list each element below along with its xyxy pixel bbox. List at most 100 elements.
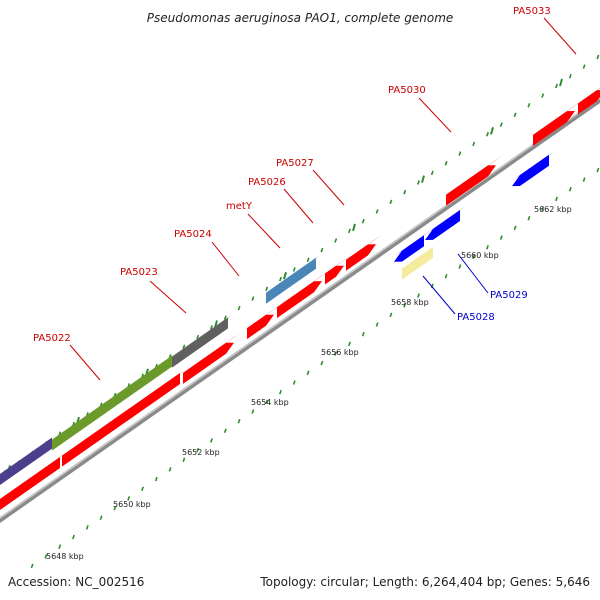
gene-labels: PA5022 PA5023 PA5024 metY PA5026 PA5027 … xyxy=(33,6,551,344)
gray-block xyxy=(172,313,234,368)
tick-mark xyxy=(486,131,489,137)
genome-info-text: Topology: circular; Length: 6,264,404 bp… xyxy=(259,575,590,589)
gene-bar-PA5024 xyxy=(247,305,280,340)
gene-label-PA5027[interactable]: PA5027 xyxy=(276,158,314,169)
gene-label-PA5024[interactable]: PA5024 xyxy=(174,229,212,240)
gene-label-PA5030[interactable]: PA5030 xyxy=(388,85,426,96)
gene-label-PA5028[interactable]: PA5028 xyxy=(457,312,495,323)
gene-bar-forward-face xyxy=(0,457,60,510)
leader-line xyxy=(211,241,240,277)
leader-line xyxy=(543,17,577,55)
tick-mark xyxy=(568,187,572,192)
gene-bar-metY-strand-face xyxy=(277,281,322,319)
tick-mark xyxy=(403,302,407,308)
tick-mark xyxy=(472,254,476,260)
tick-mark xyxy=(320,247,324,253)
gene-bar-metY-strand xyxy=(277,271,328,319)
tick-mark xyxy=(555,196,558,202)
leader-line xyxy=(312,169,345,206)
gene-label-metY[interactable]: metY xyxy=(226,201,253,212)
tick-mark xyxy=(237,305,241,311)
gene-bar-PA5023-face xyxy=(183,342,234,384)
gray-block-face xyxy=(172,317,228,368)
tick-mark xyxy=(210,438,213,443)
tick-mark xyxy=(168,467,172,472)
leader-line xyxy=(149,280,187,314)
major-tick-mark xyxy=(283,271,287,280)
tick-mark xyxy=(58,544,62,549)
tick-mark xyxy=(527,102,531,108)
gene-bar-PA5028-face xyxy=(402,246,433,280)
gene-label-PA5023[interactable]: PA5023 xyxy=(120,267,158,278)
tick-mark xyxy=(403,189,407,195)
green-block xyxy=(52,351,178,451)
gene-bar-PA5026 xyxy=(325,256,350,285)
tick-mark xyxy=(348,228,351,234)
tick-label: 5648 kbp xyxy=(46,552,84,561)
tick-mark xyxy=(334,238,338,243)
tick-mark xyxy=(375,209,379,214)
gene-label-PA5029[interactable]: PA5029 xyxy=(490,290,528,301)
gene-bar-PA5028-rev xyxy=(394,231,430,262)
tick-mark xyxy=(251,296,255,301)
tick-mark xyxy=(182,344,186,350)
label-leaders xyxy=(69,17,577,381)
tick-label: 5650 kbp xyxy=(113,500,151,509)
tick-mark xyxy=(555,83,558,89)
tick-mark xyxy=(72,534,75,540)
gene-bar-PA5029-face xyxy=(425,210,460,240)
tick-mark xyxy=(348,341,351,347)
major-tick-mark xyxy=(421,175,425,183)
accession-text: Accession: NC_002516 xyxy=(8,575,144,589)
tick-mark xyxy=(265,286,269,292)
tick-mark xyxy=(389,312,393,318)
tick-label: 5660 kbp xyxy=(461,251,499,260)
tick-mark xyxy=(361,218,365,224)
tick-mark xyxy=(127,496,131,501)
gene-bar-PA5029 xyxy=(425,206,466,240)
gene-features xyxy=(0,88,600,510)
tick-mark xyxy=(223,315,227,321)
tick-label: 5656 kbp xyxy=(321,348,359,357)
tick-mark xyxy=(513,112,517,118)
gene-bar-PA5033 xyxy=(578,88,600,115)
tick-mark xyxy=(361,331,365,337)
gene-bar-PA5031-face xyxy=(533,111,575,146)
tick-mark xyxy=(582,64,586,69)
gene-bar-forward xyxy=(0,453,66,510)
gene-bar-metY-face xyxy=(266,257,316,304)
green-block-face xyxy=(52,355,172,451)
tick-mark xyxy=(44,554,48,559)
tick-mark xyxy=(458,151,462,156)
tick-mark xyxy=(417,293,420,298)
tick-mark xyxy=(292,267,296,272)
major-tick-mark xyxy=(559,78,563,87)
tick-mark xyxy=(334,351,338,356)
gene-label-PA5033[interactable]: PA5033 xyxy=(513,6,551,17)
tick-mark xyxy=(265,399,269,405)
gene-bar-PA5022 xyxy=(62,369,186,467)
tick-mark xyxy=(472,141,476,147)
tick-label: 5652 kbp xyxy=(182,448,220,457)
tick-label: 5654 kbp xyxy=(251,398,289,407)
tick-mark xyxy=(499,235,503,240)
tick-mark xyxy=(541,93,545,98)
leader-line xyxy=(418,97,452,133)
leader-line xyxy=(247,213,281,249)
tick-mark xyxy=(582,177,586,182)
tick-mark xyxy=(30,563,34,569)
tick-mark xyxy=(85,525,89,530)
tick-mark xyxy=(375,322,379,327)
tick-mark xyxy=(210,325,213,330)
gene-bar-metY xyxy=(266,253,322,304)
tick-mark xyxy=(458,264,462,269)
tick-mark xyxy=(113,505,117,511)
tick-mark xyxy=(141,486,144,492)
tick-mark xyxy=(444,160,448,166)
tick-mark xyxy=(154,476,158,482)
tick-labels: 5648 kbp 5650 kbp 5652 kbp 5654 kbp 5656… xyxy=(46,205,572,561)
gene-label-PA5022[interactable]: PA5022 xyxy=(33,333,71,344)
tick-mark xyxy=(596,54,600,60)
gene-label-PA5026[interactable]: PA5026 xyxy=(248,177,286,188)
